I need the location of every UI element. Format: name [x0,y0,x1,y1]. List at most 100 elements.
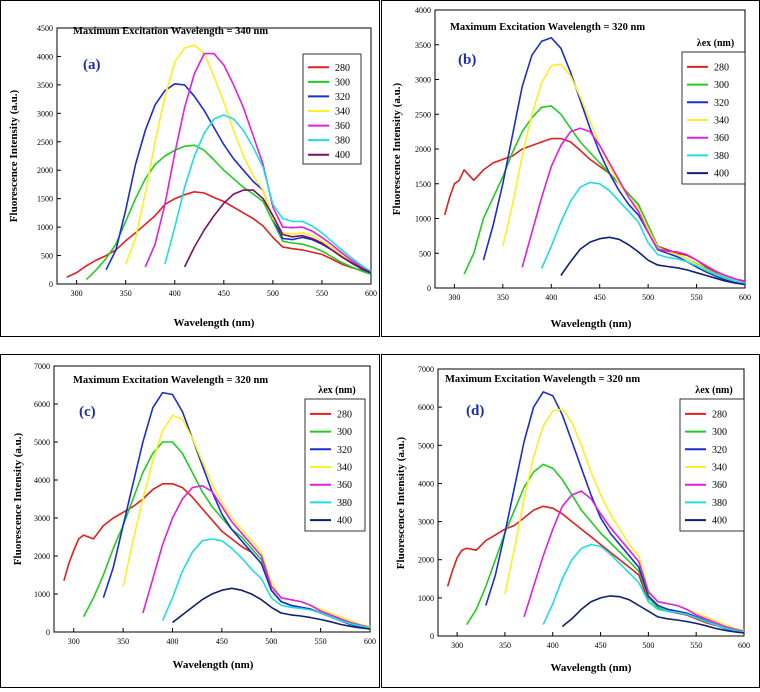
x-axis-label: Wavelength (nm) [173,659,254,671]
legend-label-280: 280 [335,63,350,74]
legend-label-320: 320 [335,92,350,103]
series-line-380 [540,181,746,284]
x-tick-label: 600 [364,637,376,646]
series-line-340 [504,408,745,632]
series-line-280 [446,505,745,633]
legend-label-380: 380 [335,136,350,147]
legend-label-360: 360 [335,121,350,132]
x-axis-label: Wavelength (nm) [551,662,632,674]
y-tick-label: 5000 [418,441,434,450]
chart-b: Maximum Excitation Wavelength = 320 nm (… [391,6,751,330]
legend-label-380: 380 [714,151,729,162]
series-line-400 [560,236,746,286]
y-tick-label: 2000 [34,552,50,561]
legend-title: λex (nm) [318,385,355,396]
legend-label-300: 300 [337,427,352,438]
legend-box [679,398,745,532]
legend-label-380: 380 [712,498,727,509]
x-tick-label: 600 [739,293,751,302]
legend-box [304,398,366,532]
x-tick-label: 400 [545,293,557,302]
chart-c: Maximum Excitation Wavelength = 320 nm (… [12,362,376,671]
chart-panel-d: Maximum Excitation Wavelength = 320 nm (… [381,354,760,688]
legend-label-320: 320 [337,445,352,456]
y-tick-label: 7000 [34,362,50,371]
y-tick-label: 0 [49,280,53,289]
series-line-400 [183,189,372,274]
chart-d: Maximum Excitation Wavelength = 320 nm (… [395,365,750,674]
panel-letter: (c) [79,404,96,420]
y-tick-label: 3000 [418,518,434,527]
x-tick-label: 350 [117,637,129,646]
chart-panel-a: Maximum Excitation Wavelength = 340 nm (… [0,0,380,337]
chart-title: Maximum Excitation Wavelength = 320 nm [73,375,268,386]
x-tick-label: 600 [365,289,377,298]
series-line-360 [521,127,746,283]
x-axis-label: Wavelength (nm) [174,317,255,329]
x-tick-label: 350 [120,289,132,298]
x-tick-label: 500 [267,289,279,298]
legend-label-300: 300 [712,427,727,438]
x-tick-label: 450 [216,637,228,646]
legend-title: λex (nm) [697,38,734,49]
y-tick-label: 4000 [34,476,50,485]
legend-title: λex (nm) [695,385,732,396]
y-tick-label: 4000 [418,479,434,488]
series-line-400 [172,587,371,630]
y-tick-label: 3000 [37,109,53,118]
x-tick-label: 400 [547,641,559,650]
x-tick-label: 550 [316,289,328,298]
y-tick-label: 2000 [415,145,431,154]
y-tick-label: 2500 [37,138,53,147]
x-tick-label: 500 [642,641,654,650]
panel-letter: (a) [83,57,101,73]
y-tick-label: 3000 [415,76,431,85]
x-axis-label: Wavelength (nm) [551,318,632,330]
chart-title: Maximum Excitation Wavelength = 320 nm [445,374,640,385]
legend-label-360: 360 [712,480,727,491]
series-line-340 [122,414,371,628]
chart-panel-b: Maximum Excitation Wavelength = 320 nm (… [381,0,760,337]
legend-label-340: 340 [712,463,727,474]
y-tick-label: 2500 [415,110,431,119]
x-tick-label: 550 [690,641,702,650]
legend-box [302,53,362,165]
plot-frame [53,365,371,633]
y-axis-label: Fluorescence Intensity (a.u.) [395,436,407,569]
legend-label-280: 280 [337,409,352,420]
legend-label-400: 400 [712,516,727,527]
legend-label-380: 380 [337,498,352,509]
x-tick-label: 300 [451,641,463,650]
y-axis-label: Fluorescence Intensity (a.u.) [391,82,403,215]
x-tick-label: 300 [448,293,460,302]
series-line-380 [161,538,371,629]
x-tick-label: 300 [68,637,80,646]
y-tick-label: 3500 [37,81,53,90]
x-tick-label: 500 [642,293,654,302]
chart-panel-c: Maximum Excitation Wavelength = 320 nm (… [0,354,380,688]
series-line-360 [144,52,372,273]
series-line-300 [85,144,372,280]
y-tick-label: 0 [427,284,431,293]
plot-frame [56,27,372,285]
y-axis-label: Fluorescence Intensity (a.u.) [12,432,24,565]
y-tick-label: 4000 [415,6,431,15]
legend-label-340: 340 [714,116,729,127]
y-tick-label: 3000 [34,514,50,523]
y-tick-label: 1000 [415,215,431,224]
x-tick-label: 350 [499,641,511,650]
x-tick-label: 300 [71,289,83,298]
y-tick-label: 2000 [37,166,53,175]
legend-label-400: 400 [335,150,350,161]
y-tick-label: 500 [419,249,431,258]
x-tick-label: 400 [169,289,181,298]
x-tick-label: 450 [218,289,230,298]
y-tick-label: 500 [41,252,53,261]
x-tick-label: 450 [595,641,607,650]
legend-label-340: 340 [337,463,352,474]
legend-label-400: 400 [714,169,729,180]
x-tick-label: 600 [738,641,750,650]
y-tick-label: 0 [46,628,50,637]
legend-label-360: 360 [337,480,352,491]
x-tick-label: 550 [691,293,703,302]
